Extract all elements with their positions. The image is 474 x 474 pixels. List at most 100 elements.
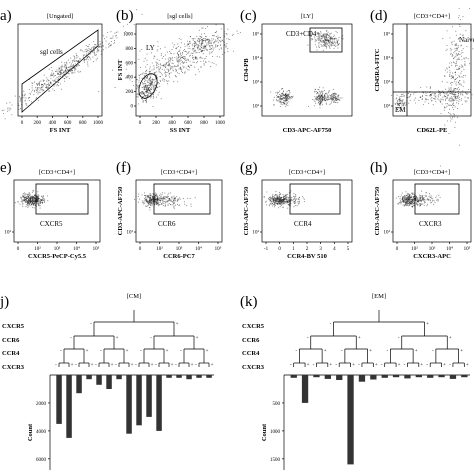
event-dot — [451, 43, 453, 46]
event-dot — [148, 207, 150, 209]
event-dot — [461, 59, 463, 61]
event-dot — [406, 198, 408, 200]
event-dot — [419, 194, 421, 196]
event-dot — [462, 66, 464, 68]
event-dot — [29, 196, 31, 198]
event-dot — [334, 41, 336, 43]
event-dot — [115, 31, 118, 33]
panel-letter: (d) — [370, 8, 388, 24]
event-dot — [319, 34, 321, 36]
event-dot — [457, 96, 459, 98]
event-dot — [6, 102, 8, 104]
bar — [358, 375, 366, 382]
event-dot — [423, 103, 425, 106]
event-dot — [155, 198, 157, 200]
event-dot — [286, 202, 288, 204]
event-dot — [266, 191, 268, 193]
event-dot — [149, 209, 151, 211]
event-dot — [459, 98, 461, 101]
event-dot — [323, 45, 325, 47]
bar — [156, 375, 162, 431]
event-dot — [199, 57, 201, 59]
event-dot — [86, 58, 88, 60]
event-dot — [272, 99, 275, 101]
event-dot — [83, 59, 85, 62]
panel-letter: (f) — [116, 160, 131, 176]
event-dot — [318, 44, 320, 46]
event-dot — [87, 65, 89, 67]
event-dot — [155, 78, 157, 80]
event-dot — [283, 99, 285, 101]
sign-label: + — [166, 349, 169, 354]
event-dot — [279, 192, 281, 195]
event-dot — [323, 35, 325, 37]
event-dot — [455, 65, 457, 67]
event-dot — [20, 197, 22, 200]
event-dot — [287, 198, 289, 200]
event-dot — [434, 92, 436, 94]
event-dot — [398, 96, 400, 98]
event-dot — [439, 196, 441, 198]
event-dot — [40, 84, 43, 86]
event-dot — [77, 65, 79, 67]
event-dot — [204, 39, 206, 42]
event-dot — [185, 50, 187, 52]
event-dot — [458, 100, 460, 102]
event-dot — [34, 194, 36, 196]
event-dot — [237, 33, 239, 35]
event-dot — [459, 53, 461, 56]
event-dot — [152, 94, 155, 96]
event-dot — [415, 200, 417, 202]
event-dot — [150, 201, 152, 203]
event-dot — [200, 45, 202, 47]
event-dot — [137, 86, 139, 88]
event-dot — [405, 101, 407, 103]
event-dot — [149, 93, 151, 95]
event-dot — [397, 203, 399, 205]
event-dot — [450, 90, 452, 92]
event-dot — [43, 199, 45, 202]
event-dot — [449, 98, 451, 100]
event-dot — [319, 95, 321, 97]
event-dot — [149, 66, 151, 68]
event-dot — [315, 93, 318, 95]
event-dot — [14, 202, 16, 204]
event-dot — [157, 94, 159, 96]
event-dot — [38, 202, 41, 204]
event-dot — [179, 198, 181, 200]
event-dot — [459, 33, 461, 35]
event-dot — [63, 62, 65, 64]
event-dot — [280, 94, 282, 96]
event-dot — [209, 49, 211, 51]
event-dot — [39, 197, 41, 199]
event-dot — [60, 67, 62, 69]
event-dot — [199, 39, 201, 42]
event-dot — [451, 118, 453, 120]
event-dot — [88, 47, 90, 49]
event-dot — [327, 99, 329, 101]
gate-label: sgl cells — [40, 48, 63, 56]
event-dot — [61, 72, 63, 74]
y-axis-label: FS INT — [117, 59, 124, 80]
event-dot — [79, 71, 81, 73]
event-dot — [44, 201, 46, 203]
event-dot — [194, 197, 196, 199]
event-dot — [401, 103, 403, 105]
event-dot — [201, 33, 203, 35]
event-dot — [163, 65, 165, 68]
event-dot — [86, 51, 88, 53]
x-tick-label: 600 — [184, 121, 192, 126]
event-dot — [317, 96, 320, 98]
event-dot — [34, 203, 36, 205]
event-dot — [133, 24, 135, 26]
sign-label: - — [449, 363, 451, 368]
event-dot — [37, 198, 39, 201]
event-dot — [65, 62, 67, 64]
event-dot — [336, 96, 338, 98]
event-dot — [179, 68, 181, 70]
event-dot — [288, 101, 290, 103]
y-tick-label: 0 — [131, 105, 134, 110]
bar — [415, 375, 422, 378]
